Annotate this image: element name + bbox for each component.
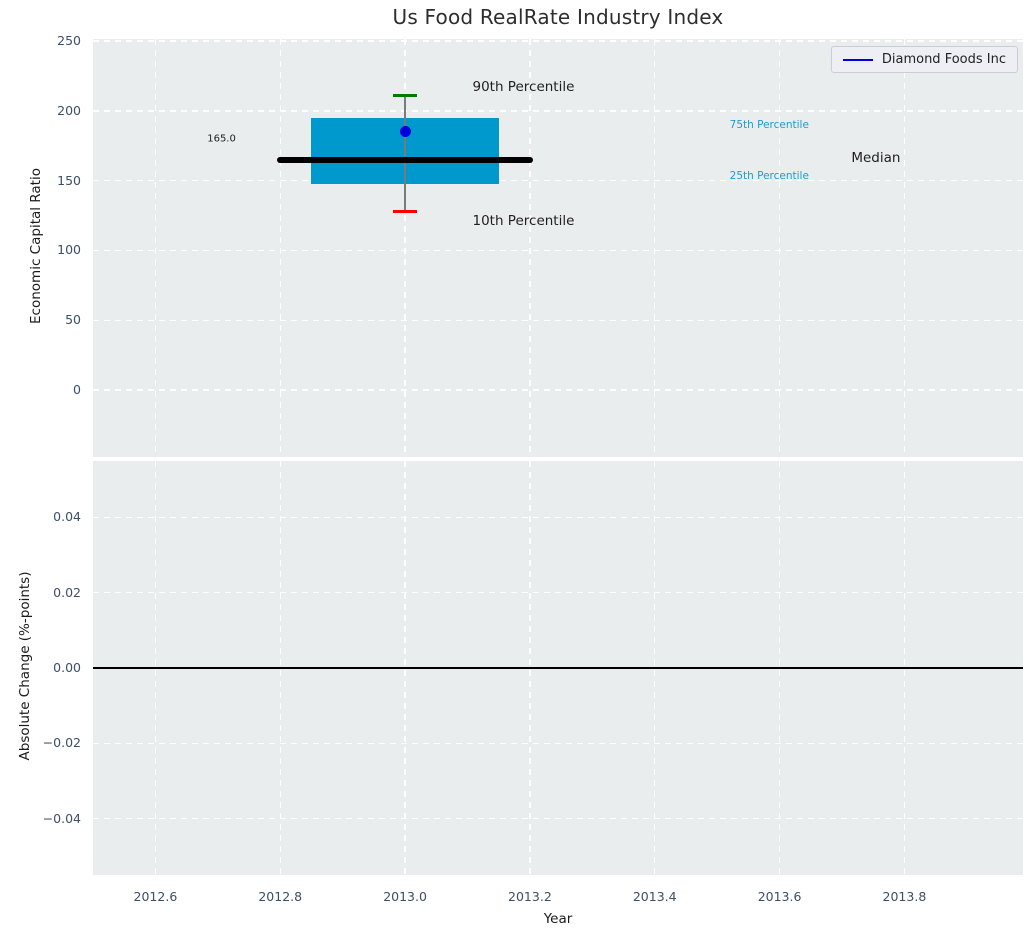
y-tick-label: 100: [57, 242, 81, 258]
p10-cap: [393, 209, 417, 213]
zero-line: [93, 667, 1023, 669]
legend[interactable]: Diamond Foods Inc: [830, 46, 1018, 73]
x-tick-label: 2013.2: [508, 889, 552, 904]
company-marker: [399, 125, 411, 137]
y-tick-label: −0.04: [42, 810, 81, 826]
chart-title: Us Food RealRate Industry Index: [392, 5, 724, 29]
median-line: [277, 156, 534, 163]
gridline-vertical: [404, 39, 406, 457]
y-tick-label: 50: [65, 312, 81, 328]
gridline-horizontal: [93, 179, 1023, 182]
annotation-25th-percentile: 25th Percentile: [729, 170, 809, 183]
y-tick-label: 150: [57, 172, 81, 188]
y-tick-label: 0: [73, 382, 81, 397]
gridline-vertical: [279, 39, 281, 457]
y-tick-label: 250: [57, 33, 81, 49]
gridline-vertical: [778, 39, 781, 457]
x-tick-label: 2012.8: [258, 889, 303, 904]
y-tick-label: 200: [57, 102, 81, 118]
annotation-median: Median: [851, 150, 901, 167]
gridline-horizontal: [93, 389, 1023, 391]
gridline-vertical: [529, 39, 531, 457]
top-plot-area: Diamond Foods Inc 90th Percentile 10th Pe…: [93, 39, 1023, 457]
whisker-line: [404, 95, 406, 212]
annotation-90th-percentile: 90th Percentile: [472, 79, 575, 96]
annotation-10th-percentile: 10th Percentile: [472, 213, 575, 230]
gridline-horizontal: [93, 249, 1023, 252]
y-tick-label: 0.02: [53, 584, 81, 600]
gridline-horizontal: [93, 319, 1023, 321]
gridline-vertical: [154, 39, 157, 457]
y-tick-label: 0.00: [53, 660, 81, 675]
gridline-horizontal: [93, 592, 1023, 594]
x-tick-label: 2013.4: [632, 889, 677, 904]
gridline-vertical: [903, 39, 906, 457]
x-tick-label: 2012.6: [133, 889, 178, 904]
x-tick-label: 2013.8: [882, 889, 927, 904]
gridline-horizontal: [93, 516, 1023, 519]
y-tick-label: 0.04: [53, 509, 81, 525]
gridline-vertical: [654, 39, 656, 457]
annotation-75th-percentile: 75th Percentile: [729, 118, 809, 131]
p90-cap: [393, 94, 417, 98]
bottom-plot-area: [93, 461, 1023, 875]
annotation-165-0: 165.0: [207, 133, 236, 145]
legend-label: Diamond Foods Inc: [881, 52, 1006, 67]
gridline-horizontal: [93, 110, 1023, 112]
legend-line-swatch: [842, 58, 873, 61]
x-tick-label: 2013.0: [383, 889, 427, 904]
gridline-horizontal: [93, 40, 1023, 42]
y-tick-label: −0.02: [42, 735, 81, 751]
x-tick-label: 2013.6: [757, 889, 802, 904]
gridline-horizontal: [93, 742, 1023, 744]
gridline-horizontal: [93, 817, 1023, 820]
x-axis-label: Year: [543, 911, 573, 927]
